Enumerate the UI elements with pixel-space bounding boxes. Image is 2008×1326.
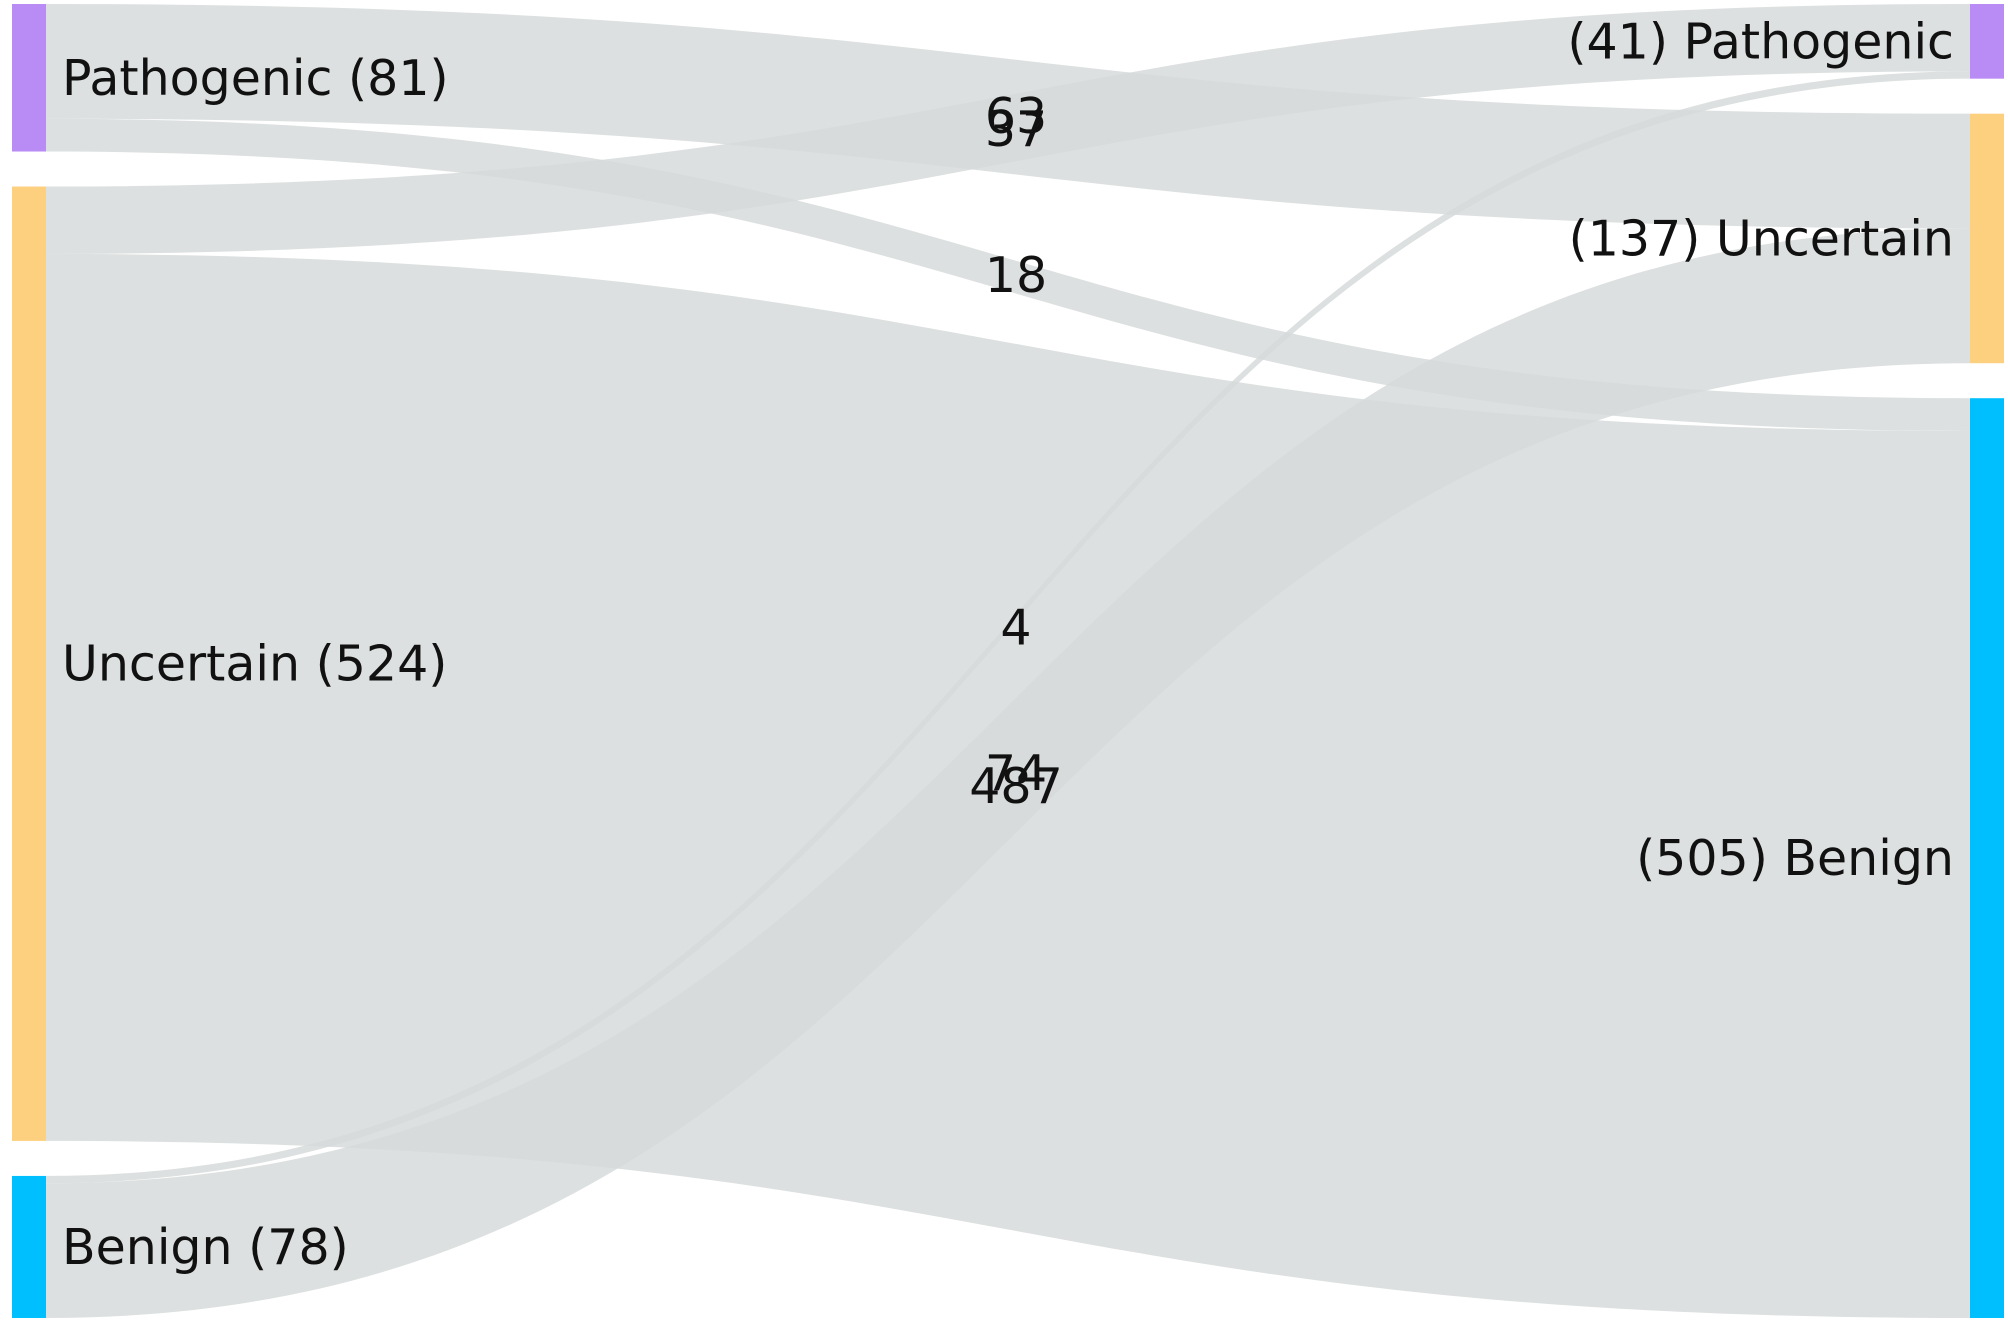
node-label-tgt-pathogenic: (41) Pathogenic (1567, 13, 1954, 70)
node-src-benign[interactable] (12, 1175, 46, 1318)
link-pathogenic-to-benign[interactable] (46, 118, 1970, 431)
flow-label-uncertain-to-benign: 487 (969, 758, 1063, 815)
node-label-src-uncertain: Uncertain (524) (62, 636, 447, 693)
link-benign-to-uncertain[interactable] (46, 228, 1970, 1318)
sankey-node-labels: Pathogenic (81) Uncertain (524) Benign (78… (62, 13, 1954, 1276)
node-label-src-benign: Benign (78) (62, 1219, 349, 1276)
link-uncertain-to-pathogenic[interactable] (46, 4, 1970, 254)
flow-label-uncertain-to-pathogenic: 37 (985, 101, 1047, 158)
node-label-tgt-benign: (505) Benign (1636, 830, 1954, 887)
flow-label-benign-to-pathogenic: 4 (1000, 599, 1031, 656)
node-tgt-benign[interactable] (1970, 398, 2004, 1319)
node-tgt-uncertain[interactable] (1970, 113, 2004, 364)
sankey-links (46, 4, 1970, 1319)
node-src-uncertain[interactable] (12, 186, 46, 1141)
node-tgt-pathogenic[interactable] (1970, 4, 2004, 79)
node-src-pathogenic[interactable] (12, 4, 46, 152)
sankey-nodes (12, 4, 2004, 1319)
link-benign-to-pathogenic[interactable] (46, 71, 1970, 1184)
node-label-src-pathogenic: Pathogenic (81) (62, 50, 449, 107)
node-label-tgt-uncertain: (137) Uncertain (1569, 210, 1954, 267)
sankey-flow-labels: 63 18 37 487 4 74 (969, 88, 1063, 815)
flow-label-pathogenic-to-benign: 18 (985, 247, 1047, 304)
flow-label-pathogenic-to-uncertain: 63 (985, 88, 1047, 145)
flow-label-benign-to-uncertain: 74 (985, 745, 1047, 802)
